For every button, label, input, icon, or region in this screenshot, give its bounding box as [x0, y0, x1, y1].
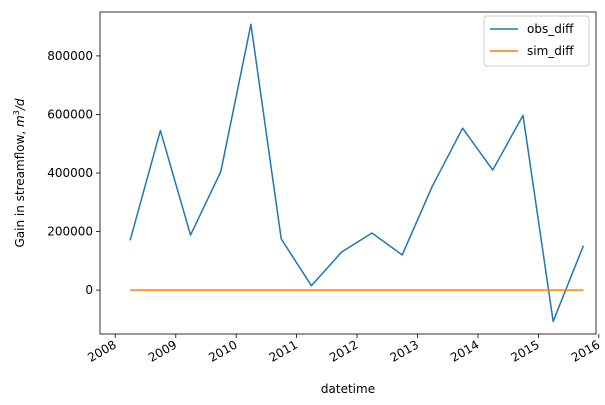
- y-axis-label-unit-suffix: /d: [13, 98, 27, 111]
- y-axis-label-unit-exponent: 3: [12, 110, 21, 115]
- plot-area: [129, 23, 585, 323]
- series-line-obs-diff: [129, 23, 585, 323]
- y-tick-label: 0: [85, 283, 93, 297]
- y-tick-label: 400000: [47, 166, 93, 180]
- legend-label-obs-diff: obs_diff: [527, 22, 574, 36]
- legend: obs_diff sim_diff: [483, 15, 590, 67]
- x-axis-label: datetime: [321, 382, 375, 396]
- legend-label-sim-diff: sim_diff: [527, 44, 574, 58]
- y-axis-label-unit: m: [13, 115, 27, 127]
- y-axis-label: Gain in streamflow, m3/d: [12, 98, 27, 247]
- y-axis: 0 200000 400000 600000 800000: [47, 49, 100, 297]
- y-axis-label-prefix: Gain in streamflow,: [13, 127, 27, 248]
- y-tick-label: 800000: [47, 49, 93, 63]
- y-tick-label: 600000: [47, 107, 93, 121]
- y-tick-label: 200000: [47, 225, 93, 239]
- x-axis: 2008 2009 2010 2011 2012 2013 2014 2015 2016: [85, 334, 602, 365]
